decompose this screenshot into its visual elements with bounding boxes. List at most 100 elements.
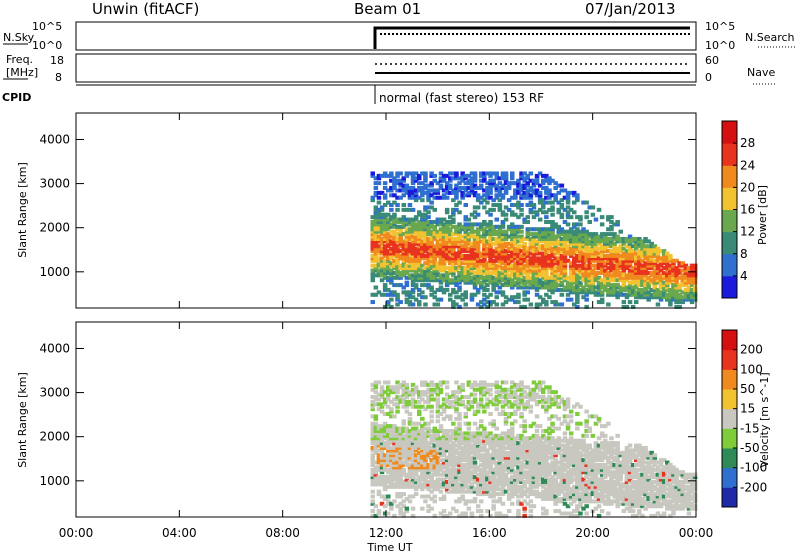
range-gate-cell xyxy=(392,499,397,503)
nsky-tick-top: 10^5 xyxy=(32,20,62,33)
range-gate-cell xyxy=(395,203,400,207)
range-gate-cell xyxy=(451,422,456,426)
range-gate-cell xyxy=(476,410,481,414)
range-gate-cell xyxy=(522,419,527,423)
range-gate-cell xyxy=(488,412,493,416)
range-gate-cell xyxy=(377,490,382,494)
range-gate-cell xyxy=(411,507,416,511)
range-gate-cell xyxy=(457,210,462,214)
colorbar-tick-label: 8 xyxy=(740,247,748,261)
range-gate-cell xyxy=(529,302,534,306)
colorbar-segment xyxy=(722,232,737,255)
range-gate-cell xyxy=(510,171,515,175)
colorbar-segment xyxy=(722,121,737,144)
range-gate-cell xyxy=(433,208,438,212)
range-gate-cell xyxy=(423,302,428,306)
range-gate-cell xyxy=(460,495,465,499)
range-gate-cell xyxy=(479,419,484,423)
range-gate-cell xyxy=(597,208,602,212)
cpid-label: CPID xyxy=(2,91,31,104)
range-gate-cell xyxy=(634,300,639,304)
range-gate-cell xyxy=(615,220,620,224)
range-gate-cell xyxy=(526,220,531,224)
range-gate-cell xyxy=(541,380,546,384)
range-gate-cell xyxy=(383,193,388,197)
range-gate-cell xyxy=(405,281,410,285)
range-gate-cell xyxy=(495,380,500,384)
range-gate-cell xyxy=(439,424,444,428)
range-gate-cell xyxy=(544,215,549,219)
range-gate-cell xyxy=(457,286,462,290)
range-gate-cell xyxy=(433,495,438,499)
range-gate-cell xyxy=(389,298,394,302)
range-gate-cell xyxy=(460,400,465,404)
range-gate-cell xyxy=(414,492,419,496)
range-gate-cell xyxy=(420,507,425,511)
range-gate-cell xyxy=(374,504,379,508)
range-gate-cell xyxy=(405,507,410,511)
colorbar-tick-label: 16 xyxy=(740,203,755,217)
range-gate-cell xyxy=(584,201,589,205)
range-gate-cell xyxy=(560,293,565,297)
range-gate-cell xyxy=(429,405,434,409)
range-gate-cell xyxy=(522,242,527,246)
range-gate-cell xyxy=(464,290,469,294)
range-gate-cell xyxy=(473,497,478,501)
range-gate-cell xyxy=(491,419,496,423)
range-gate-cell xyxy=(454,509,459,513)
range-gate-cell xyxy=(429,410,434,414)
range-gate-cell xyxy=(371,300,376,304)
range-gate-cell xyxy=(383,181,388,185)
range-gate-cell xyxy=(371,495,376,499)
beam-title: Beam 01 xyxy=(354,0,421,18)
range-gate-cell xyxy=(386,511,391,515)
range-gate-cell xyxy=(491,208,496,212)
colorbar-tick-label: 4 xyxy=(740,269,748,283)
range-gate-cell xyxy=(374,186,379,190)
y-tick-label: 4000 xyxy=(39,132,70,146)
range-gate-cell xyxy=(476,213,481,217)
range-gate-cell xyxy=(411,302,416,306)
range-gate-cell xyxy=(513,419,518,423)
range-gate-cell xyxy=(420,290,425,294)
range-gate-cell xyxy=(491,504,496,508)
colorbar-tick-label: 20 xyxy=(740,180,755,194)
range-gate-cell xyxy=(374,414,379,418)
range-gate-cell xyxy=(439,298,444,302)
range-gate-cell xyxy=(479,509,484,513)
range-gate-cell xyxy=(420,417,425,421)
range-gate-cell xyxy=(377,181,382,185)
range-gate-cell xyxy=(429,507,434,511)
range-gate-cell xyxy=(516,300,521,304)
station-title: Unwin (fitACF) xyxy=(92,0,199,18)
nave-label: Nave xyxy=(747,66,775,79)
range-gate-cell xyxy=(529,405,534,409)
range-gate-cell xyxy=(423,499,428,503)
freq-panel: Freq. [MHz] 18 8 60 0 Nave xyxy=(3,53,775,84)
range-gate-cell xyxy=(566,222,571,226)
range-gate-cell xyxy=(402,203,407,207)
range-gate-cell xyxy=(464,203,469,207)
nsearch-tick-bottom: 10^0 xyxy=(705,39,735,52)
range-gate-cell xyxy=(600,298,605,302)
range-gate-cell xyxy=(619,230,624,234)
range-gate-cell xyxy=(439,388,444,392)
range-gate-cell xyxy=(547,295,552,299)
range-gate-cell xyxy=(408,203,413,207)
range-gate-cell xyxy=(433,499,438,503)
range-gate-cell xyxy=(439,490,444,494)
range-gate-cell xyxy=(371,171,376,175)
range-gate-cell xyxy=(374,286,379,290)
nave-tick-bottom: 0 xyxy=(705,71,712,84)
range-gate-cell xyxy=(550,205,555,209)
range-gate-cell xyxy=(467,427,472,431)
range-gate-cell xyxy=(473,171,478,175)
power-colorbar-label: Power [dB] xyxy=(756,185,769,245)
range-gate-cell xyxy=(600,222,605,226)
range-gate-cell xyxy=(488,393,493,397)
range-gate-cell xyxy=(488,220,493,224)
freq-label-line1: Freq. xyxy=(6,53,33,66)
range-gate-cell xyxy=(389,208,394,212)
